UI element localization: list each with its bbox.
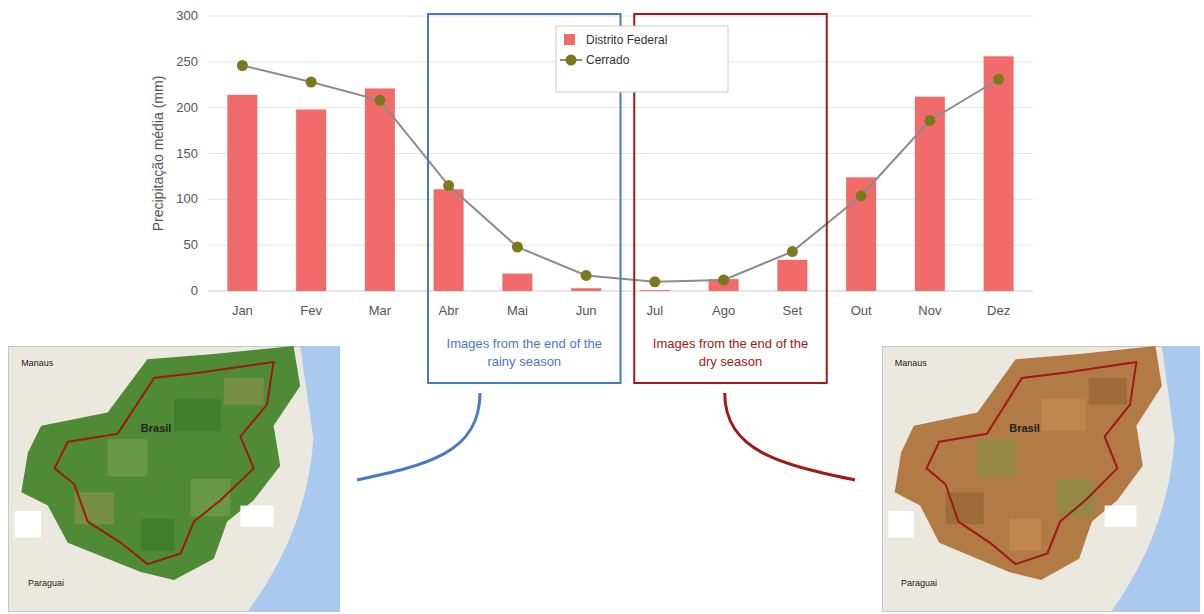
bar	[434, 189, 464, 291]
connector	[725, 393, 855, 480]
map-outline	[54, 362, 273, 564]
legend: Distrito Federal Cerrado	[556, 26, 728, 92]
marker	[856, 190, 867, 201]
x-tick-label: Jun	[576, 303, 597, 318]
x-tick-label: Ago	[712, 303, 735, 318]
bar	[846, 177, 876, 291]
legend-label: Cerrado	[586, 53, 630, 67]
annotation-text: Images from the end of the rainy season	[447, 336, 602, 369]
map-tile	[1089, 378, 1127, 405]
map: Manaus Brasil Paraguai	[882, 346, 1200, 612]
map-tile	[74, 492, 114, 524]
page: 0 50 100 150 200 250 300 Precipitação média (mm…	[0, 0, 1204, 614]
bar	[777, 260, 807, 291]
marker	[443, 180, 454, 191]
x-tick-label: Abr	[439, 303, 460, 318]
annotation-line: rainy season	[487, 354, 561, 369]
annotation-text: Images from the end of the dry season	[653, 336, 808, 369]
map-land	[8, 346, 340, 612]
x-tick-label: Fev	[300, 303, 322, 318]
y-axis-title: Precipitação média (mm)	[150, 76, 166, 232]
y-tick-label: 250	[176, 54, 198, 69]
legend-swatch	[564, 34, 575, 45]
x-tick-label: Mai	[507, 303, 528, 318]
map-gap	[15, 511, 42, 538]
map-tile	[174, 399, 220, 431]
map-outline	[927, 362, 1137, 564]
map: Manaus Brasil Paraguai	[8, 346, 340, 612]
map-tile	[1009, 519, 1041, 551]
x-tick-label: Dez	[987, 303, 1010, 318]
map-label: Brasil	[141, 422, 172, 434]
legend-label: Distrito Federal	[586, 33, 667, 47]
annotation-line: dry season	[699, 354, 763, 369]
legend-swatch	[566, 55, 577, 66]
y-tick-label: 200	[176, 100, 198, 115]
annotation-line: Images from the end of the	[447, 336, 602, 351]
marker	[924, 115, 935, 126]
marker	[306, 77, 317, 88]
marker	[787, 246, 798, 257]
map-tile	[977, 439, 1015, 476]
map-body: Manaus Brasil Paraguai	[882, 346, 1200, 612]
marker	[374, 95, 385, 106]
map-body: Manaus Brasil Paraguai	[8, 346, 340, 612]
map-label: Manaus	[895, 358, 928, 368]
x-tick-label: Jan	[232, 303, 253, 318]
map-mosaic	[21, 346, 300, 580]
map-label: Paraguai	[901, 578, 937, 588]
marker	[993, 74, 1004, 85]
marker	[581, 270, 592, 281]
map-label: Brasil	[1009, 422, 1040, 434]
annotation-line: Images from the end of the	[653, 336, 808, 351]
connector	[357, 393, 480, 480]
map-gap	[888, 511, 913, 538]
map-gap	[1105, 506, 1137, 527]
bar	[571, 288, 601, 291]
map-tile	[108, 439, 148, 476]
legend-frame	[556, 26, 728, 92]
y-tick-label: 150	[176, 146, 198, 161]
bar	[227, 95, 257, 291]
y-tick-label: 100	[176, 191, 198, 206]
bar	[365, 88, 395, 291]
map-label: Paraguai	[28, 578, 64, 588]
map-tile	[141, 519, 174, 551]
y-tick-label: 50	[184, 237, 198, 252]
marker	[718, 275, 729, 286]
map-tile	[946, 492, 984, 524]
map-tile	[1041, 399, 1086, 431]
marker	[512, 242, 523, 253]
y-tick-label: 300	[176, 8, 198, 23]
map-label: Manaus	[21, 358, 54, 368]
x-tick-label: Nov	[918, 303, 942, 318]
map-land	[882, 346, 1200, 612]
x-tick-label: Out	[851, 303, 872, 318]
bar	[502, 274, 532, 291]
x-tick-label: Jul	[647, 303, 664, 318]
bar	[984, 56, 1014, 291]
marker	[237, 60, 248, 71]
bar	[640, 290, 670, 292]
bar	[915, 97, 945, 291]
map-gap	[240, 506, 273, 527]
bar	[296, 110, 326, 292]
marker	[649, 276, 660, 287]
x-tick-label: Mar	[369, 303, 392, 318]
y-tick-label: 0	[191, 283, 198, 298]
map-mosaic	[895, 346, 1162, 580]
map-tile	[224, 378, 264, 405]
x-tick-label: Set	[783, 303, 803, 318]
